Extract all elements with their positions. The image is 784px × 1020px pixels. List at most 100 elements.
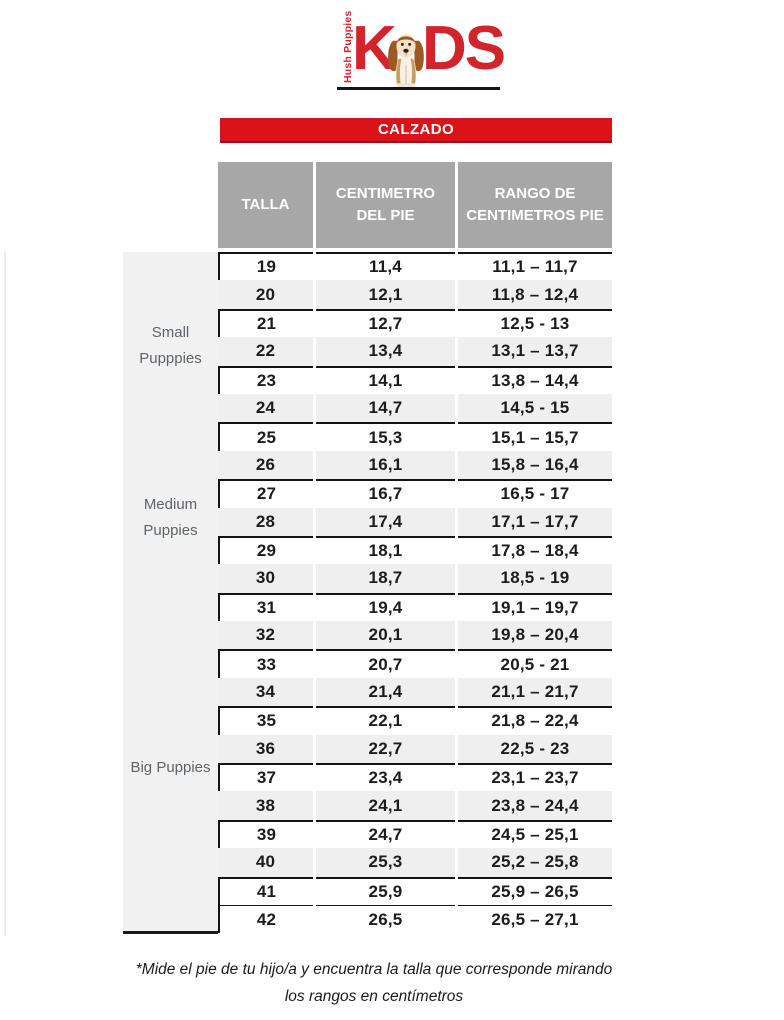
table-header-row: TALLA CENTIMETRO DEL PIE RANGO DE CENTIM…: [218, 162, 612, 248]
cell-talla: 23: [218, 365, 313, 394]
calzado-banner: CALZADO: [220, 118, 612, 143]
cell-talla: 32: [218, 621, 313, 650]
cell-talla: 37: [218, 763, 313, 792]
cell-talla: 31: [218, 592, 313, 622]
table-row: 21 12,7 12,5 - 13: [218, 308, 612, 338]
cell-rango-centimetros: 17,8 – 18,4: [458, 535, 612, 564]
cell-rango-centimetros: 15,8 – 16,4: [458, 450, 612, 480]
table-row: 22 13,4 13,1 – 13,7: [218, 337, 612, 366]
cell-rango-centimetros: 22,5 - 23: [458, 734, 612, 764]
group-label-line: Medium: [143, 496, 198, 513]
cell-rango-centimetros: 13,1 – 13,7: [458, 337, 612, 366]
cell-talla: 40: [218, 848, 313, 877]
group-label-line: Small: [151, 324, 190, 341]
cell-centimetro-del-pie: 11,4: [316, 252, 455, 280]
cell-rango-centimetros: 15,1 – 15,7: [458, 422, 612, 450]
cell-talla: 34: [218, 677, 313, 707]
cell-centimetro-del-pie: 21,4: [316, 677, 455, 707]
table-row: 28 17,4 17,1 – 17,7: [218, 507, 612, 536]
table-row: 41 25,9 25,9 – 26,5: [218, 876, 612, 905]
cell-talla: 36: [218, 734, 313, 764]
cell-rango-centimetros: 17,1 – 17,7: [458, 507, 612, 536]
cell-talla: 41: [218, 876, 313, 905]
cell-centimetro-del-pie: 26,5: [316, 904, 455, 934]
cell-rango-centimetros: 19,8 – 20,4: [458, 621, 612, 650]
cell-centimetro-del-pie: 16,7: [316, 479, 455, 507]
scan-artifact-line: [4, 252, 6, 936]
table-row: 34 21,4 21,1 – 21,7: [218, 677, 612, 707]
cell-talla: 29: [218, 535, 313, 565]
table-row: 29 18,1 17,8 – 18,4: [218, 535, 612, 565]
cell-rango-centimetros: 14,5 - 15: [458, 393, 612, 423]
cell-talla: 33: [218, 649, 313, 678]
cell-talla: 21: [218, 308, 313, 338]
cell-talla: 30: [218, 564, 313, 593]
cell-centimetro-del-pie: 15,3: [316, 422, 455, 450]
cell-centimetro-del-pie: 22,7: [316, 734, 455, 764]
cell-talla: 42: [218, 904, 313, 934]
table-row: 40 25,3 25,2 – 25,8: [218, 848, 612, 877]
cell-talla: 20: [218, 280, 313, 309]
logo-underline: [337, 87, 500, 90]
cell-centimetro-del-pie: 12,7: [316, 308, 455, 337]
table-row: 24 14,7 14,5 - 15: [218, 393, 612, 423]
cell-rango-centimetros: 16,5 - 17: [458, 479, 612, 507]
table-row: 37 23,4 23,1 – 23,7: [218, 763, 612, 792]
table-row: 33 20,7 20,5 - 21: [218, 649, 612, 678]
table-row: 26 16,1 15,8 – 16,4: [218, 450, 612, 480]
cell-talla: 39: [218, 819, 313, 849]
cell-centimetro-del-pie: 22,1: [316, 706, 455, 734]
cell-centimetro-del-pie: 19,4: [316, 592, 455, 621]
table-row: 32 20,1 19,8 – 20,4: [218, 621, 612, 650]
table-row: 42 26,5 26,5 – 27,1: [218, 904, 612, 934]
table-row: 27 16,7 16,5 - 17: [218, 479, 612, 508]
cell-rango-centimetros: 21,1 – 21,7: [458, 677, 612, 707]
cell-centimetro-del-pie: 14,1: [316, 365, 455, 394]
cell-rango-centimetros: 25,2 – 25,8: [458, 848, 612, 877]
cell-centimetro-del-pie: 25,9: [316, 876, 455, 905]
group-label-small-puppies: Small Pupppies: [123, 320, 218, 372]
group-label-line: Puppies: [143, 522, 198, 539]
cell-rango-centimetros: 23,8 – 24,4: [458, 791, 612, 820]
cell-centimetro-del-pie: 18,1: [316, 535, 455, 564]
cell-rango-centimetros: 20,5 - 21: [458, 649, 612, 677]
size-group-column: Small Pupppies Medium Puppies Big Puppie…: [123, 252, 218, 934]
footnote-line-1: *Mide el pie de tu hijo/a y encuentra la…: [135, 961, 613, 978]
group-label-line: Big Puppies: [130, 759, 211, 776]
cell-rango-centimetros: 12,5 - 13: [458, 308, 612, 337]
cell-centimetro-del-pie: 12,1: [316, 280, 455, 309]
cell-talla: 38: [218, 791, 313, 820]
cell-rango-centimetros: 21,8 – 22,4: [458, 706, 612, 734]
table-row: 31 19,4 19,1 – 19,7: [218, 592, 612, 622]
cell-centimetro-del-pie: 25,3: [316, 848, 455, 877]
cell-centimetro-del-pie: 23,4: [316, 763, 455, 791]
cell-centimetro-del-pie: 24,1: [316, 791, 455, 820]
header-talla: TALLA: [218, 162, 313, 248]
cell-rango-centimetros: 26,5 – 27,1: [458, 904, 612, 934]
cell-rango-centimetros: 13,8 – 14,4: [458, 365, 612, 394]
cell-talla: 27: [218, 479, 313, 508]
cell-rango-centimetros: 23,1 – 23,7: [458, 763, 612, 791]
cell-centimetro-del-pie: 14,7: [316, 393, 455, 423]
table-row: 30 18,7 18,5 - 19: [218, 564, 612, 593]
group-label-medium-puppies: Medium Puppies: [123, 492, 218, 544]
table-row: 20 12,1 11,8 – 12,4: [218, 280, 612, 309]
table-row: 25 15,3 15,1 – 15,7: [218, 422, 612, 451]
table-row: 35 22,1 21,8 – 22,4: [218, 706, 612, 735]
footnote-line-2: los rangos en centímetros: [284, 988, 464, 1005]
cell-centimetro-del-pie: 16,1: [316, 450, 455, 480]
cell-centimetro-del-pie: 24,7: [316, 819, 455, 848]
group-label-big-puppies: Big Puppies: [123, 755, 218, 781]
size-table-body: 19 11,4 11,1 – 11,7 20 12,1 11,8 – 12,4 …: [218, 252, 612, 934]
footnote: *Mide el pie de tu hijo/a y encuentra la…: [74, 956, 674, 1010]
cell-centimetro-del-pie: 17,4: [316, 507, 455, 536]
cell-rango-centimetros: 18,5 - 19: [458, 564, 612, 593]
cell-rango-centimetros: 24,5 – 25,1: [458, 819, 612, 848]
cell-centimetro-del-pie: 18,7: [316, 564, 455, 593]
banner-label: CALZADO: [377, 121, 455, 138]
cell-centimetro-del-pie: 20,7: [316, 649, 455, 677]
table-row: 39 24,7 24,5 – 25,1: [218, 819, 612, 849]
table-row: 19 11,4 11,1 – 11,7: [218, 252, 612, 281]
cell-rango-centimetros: 25,9 – 26,5: [458, 876, 612, 905]
